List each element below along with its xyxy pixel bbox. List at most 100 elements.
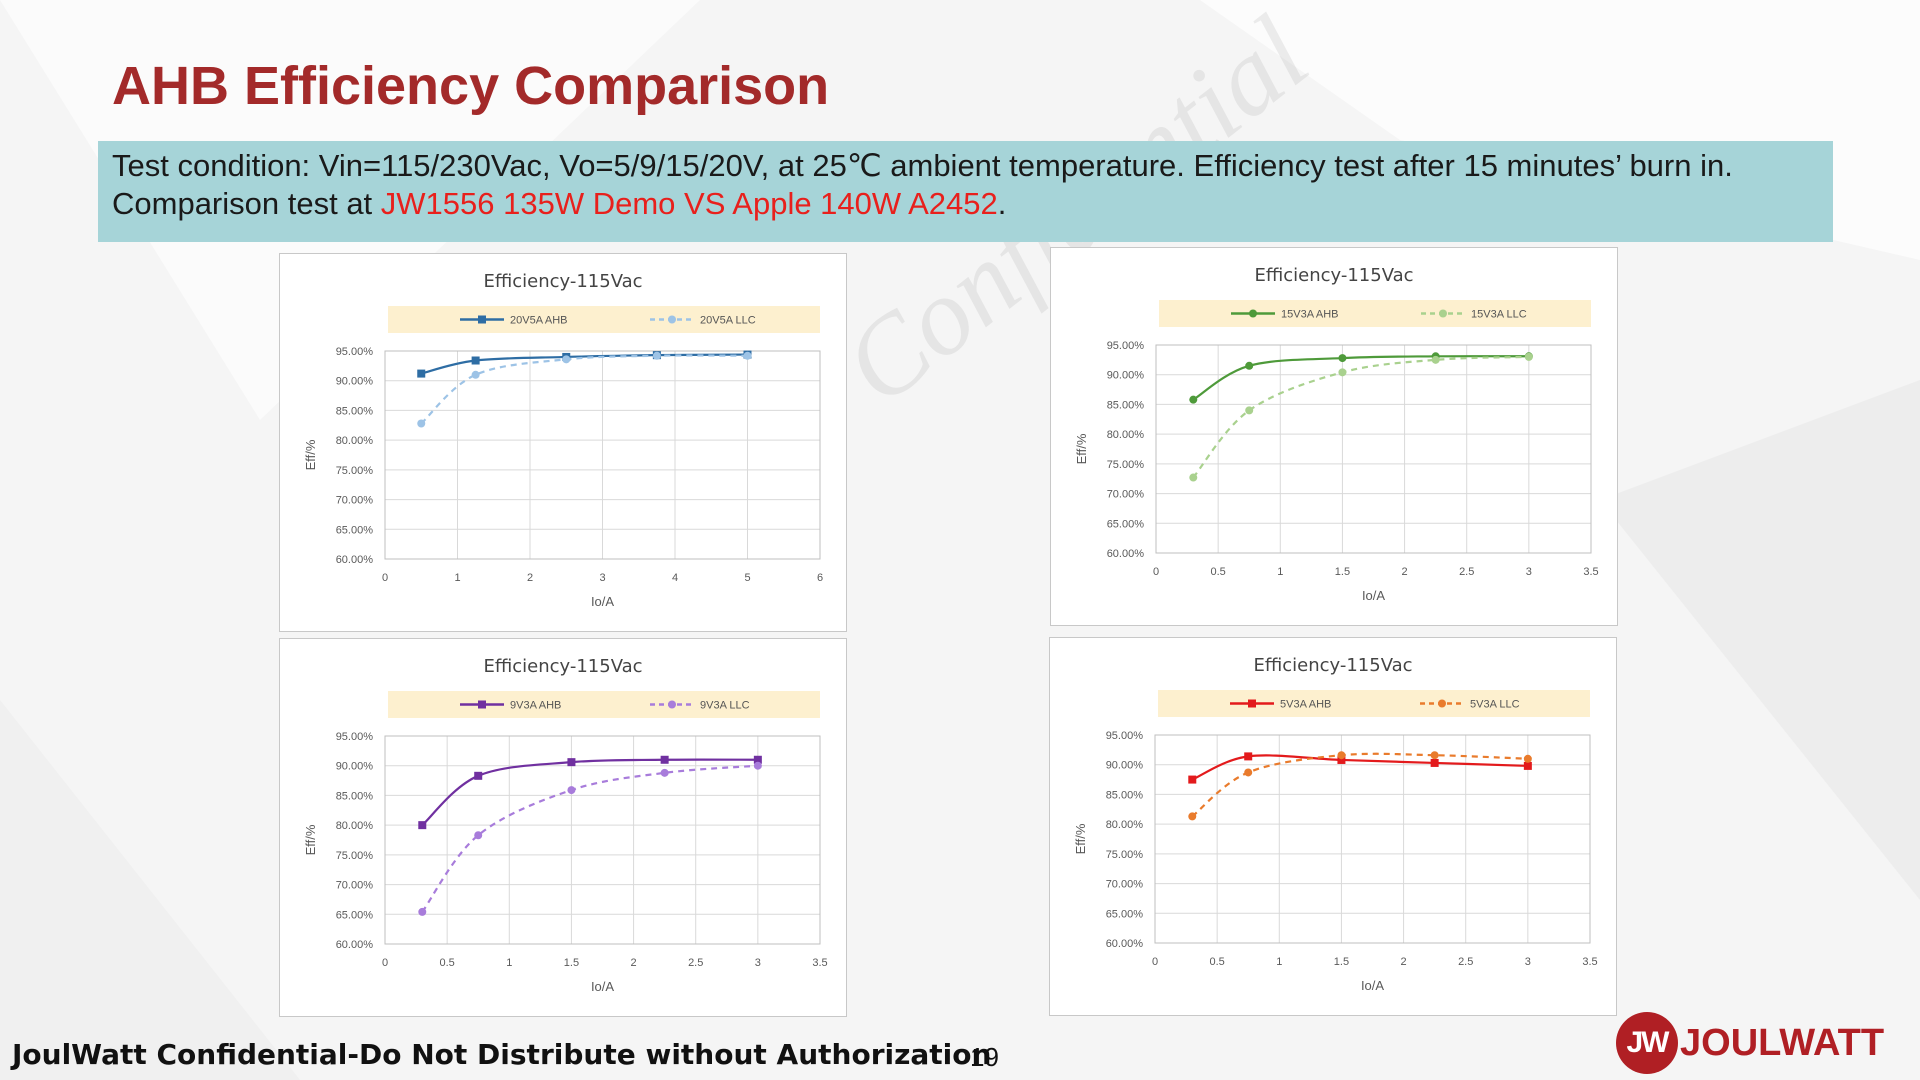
legend-label: 15V3A AHB — [1281, 309, 1339, 321]
y-tick-label: 65.00% — [1107, 518, 1145, 530]
x-axis-label: Io/A — [591, 594, 614, 609]
x-tick-label: 0.5 — [439, 957, 454, 969]
page-title: AHB Efficiency Comparison — [112, 56, 830, 116]
plot-frame — [384, 735, 821, 945]
plot-frame — [1155, 344, 1592, 554]
data-point — [562, 355, 571, 364]
legend-label: 20V5A AHB — [510, 315, 568, 327]
x-tick-label: 2 — [1401, 956, 1407, 968]
y-tick-label: 70.00% — [1106, 879, 1144, 891]
legend-marker-1 — [1438, 699, 1446, 708]
y-tick-label: 80.00% — [336, 435, 374, 447]
chart-9v: Efficiency-115Vac 9V3A AHB 9V3A LLC 60.00% 6… — [279, 638, 847, 1017]
y-tick-label: 75.00% — [1106, 849, 1144, 861]
x-tick-label: 3.5 — [1582, 956, 1597, 968]
y-tick-label: 90.00% — [336, 376, 374, 388]
chart-15v: Efficiency-115Vac 15V3A AHB 15V3A LLC 60.00… — [1050, 247, 1618, 626]
legend-label: 5V3A AHB — [1280, 699, 1331, 711]
x-tick-label: 2 — [1402, 566, 1408, 578]
x-tick-label: 6 — [817, 572, 823, 584]
data-point — [1337, 755, 1346, 764]
chart-5v-svg: Efficiency-115Vac 5V3A AHB 5V3A LLC 60.00% 6… — [1073, 655, 1598, 993]
data-point — [1337, 751, 1346, 760]
x-tick-label: 2.5 — [1458, 956, 1473, 968]
data-point — [567, 786, 576, 795]
data-point — [1338, 368, 1347, 377]
data-point — [753, 761, 762, 770]
y-tick-label: 60.00% — [336, 939, 374, 951]
chart-15v-svg: Efficiency-115Vac 15V3A AHB 15V3A LLC 60.00… — [1074, 265, 1599, 603]
legend-label: 9V3A AHB — [510, 700, 561, 712]
data-point — [1523, 761, 1532, 770]
chart-title: Efficiency-115Vac — [483, 271, 642, 292]
plot-frame — [384, 350, 821, 560]
data-point — [471, 370, 480, 379]
condition-prefix: Comparison test at — [112, 186, 381, 221]
legend-band — [388, 691, 820, 718]
x-tick-label: 3.5 — [812, 957, 827, 969]
y-tick-label: 85.00% — [1106, 789, 1144, 801]
chart-5v: Efficiency-115Vac 5V3A AHB 5V3A LLC 60.00% 6… — [1049, 637, 1617, 1016]
x-axis-label: Io/A — [1361, 978, 1384, 993]
data-point — [1188, 775, 1197, 784]
y-axis-label: Eff/% — [1074, 433, 1089, 464]
x-tick-label: 0 — [382, 957, 388, 969]
x-tick-label: 1.5 — [564, 957, 579, 969]
data-point — [1245, 406, 1254, 415]
y-tick-label: 60.00% — [1106, 938, 1144, 950]
legend-label: 5V3A LLC — [1470, 699, 1520, 711]
data-point — [418, 821, 427, 830]
condition-line-2: Comparison test at JW1556 135W Demo VS A… — [112, 185, 1819, 223]
x-tick-label: 2 — [631, 957, 637, 969]
data-point — [1338, 354, 1347, 363]
x-tick-label: 0 — [1152, 956, 1158, 968]
chart-title: Efficiency-115Vac — [1254, 265, 1413, 286]
y-tick-label: 95.00% — [1106, 730, 1144, 742]
y-tick-label: 80.00% — [1106, 819, 1144, 831]
x-tick-label: 1 — [1276, 956, 1282, 968]
test-condition-banner: Test condition: Vin=115/230Vac, Vo=5/9/1… — [98, 141, 1833, 242]
y-axis-label: Eff/% — [1073, 823, 1088, 854]
y-axis-label: Eff/% — [303, 439, 318, 470]
x-tick-label: 1 — [1277, 566, 1283, 578]
legend-label: 15V3A LLC — [1471, 309, 1527, 321]
y-tick-label: 60.00% — [1107, 548, 1145, 560]
series-line-0 — [1192, 355, 1529, 401]
x-tick-label: 0 — [1153, 566, 1159, 578]
logo-mark: JW — [1616, 1012, 1678, 1074]
x-tick-label: 0 — [382, 572, 388, 584]
y-tick-label: 75.00% — [1107, 459, 1145, 471]
x-tick-label: 4 — [672, 572, 678, 584]
data-point — [652, 351, 661, 360]
data-point — [1430, 751, 1439, 760]
x-tick-label: 5 — [744, 572, 750, 584]
legend-marker-0 — [1249, 309, 1257, 318]
y-tick-label: 60.00% — [336, 554, 374, 566]
data-point — [1431, 355, 1440, 364]
legend-marker-0 — [1248, 699, 1256, 708]
x-tick-label: 3 — [1526, 566, 1532, 578]
y-tick-label: 80.00% — [1107, 429, 1145, 441]
data-point — [567, 758, 576, 767]
legend-label: 9V3A LLC — [700, 700, 750, 712]
y-tick-label: 85.00% — [1107, 399, 1145, 411]
page-number: 19 — [970, 1042, 999, 1072]
x-tick-label: 1.5 — [1335, 566, 1350, 578]
legend-marker-0 — [478, 700, 486, 709]
data-point — [753, 755, 762, 764]
plot-frame — [1154, 734, 1591, 944]
data-point — [1244, 768, 1253, 777]
y-tick-label: 90.00% — [1107, 370, 1145, 382]
y-tick-label: 70.00% — [336, 880, 374, 892]
x-tick-label: 0.5 — [1210, 566, 1225, 578]
data-point — [471, 356, 480, 365]
chart-9v-svg: Efficiency-115Vac 9V3A AHB 9V3A LLC 60.00% 6… — [303, 656, 828, 994]
x-tick-label: 0.5 — [1209, 956, 1224, 968]
y-tick-label: 70.00% — [336, 495, 374, 507]
y-tick-label: 95.00% — [336, 731, 374, 743]
data-point — [1430, 758, 1439, 767]
data-point — [1523, 754, 1532, 763]
y-tick-label: 90.00% — [336, 761, 374, 773]
series-line-0 — [421, 758, 758, 826]
x-tick-label: 3 — [755, 957, 761, 969]
